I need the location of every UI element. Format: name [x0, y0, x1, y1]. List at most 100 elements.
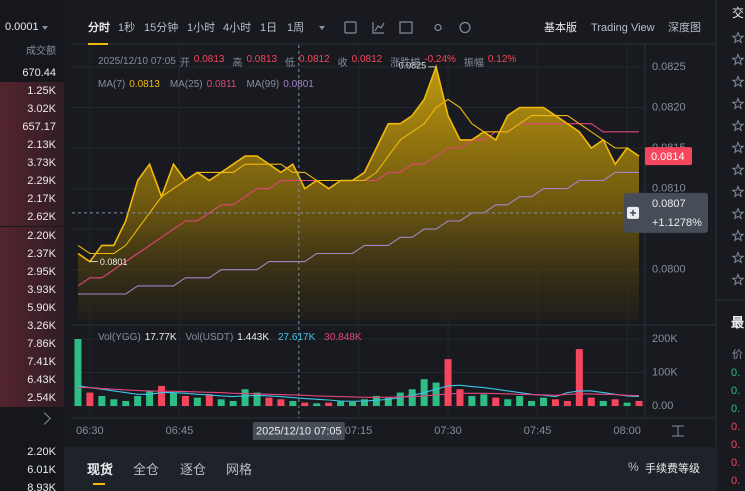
info-value: 0.0813 — [193, 53, 225, 65]
favorite-star[interactable] — [731, 97, 745, 110]
volume-bar — [229, 400, 237, 406]
volume-ma-line — [78, 387, 640, 398]
bottom-tab[interactable]: 逐仓 — [180, 462, 207, 477]
interval-tab[interactable]: 1日 — [260, 22, 278, 34]
volume-bar — [122, 400, 130, 406]
layout-icon[interactable] — [399, 21, 413, 34]
favorite-star[interactable] — [731, 185, 745, 198]
x-tick-label: 07:15 — [345, 425, 373, 437]
bottom-tab[interactable]: 现货 — [87, 462, 114, 477]
chevron[interactable] — [38, 412, 51, 425]
fee-level[interactable]: 手续费等级 — [645, 463, 700, 475]
volume-bar — [169, 392, 177, 406]
info-fields: 开 0.0813 高 0.0813 低 0.0812 收 0.0812 涨跌幅 -0.24% 振幅 0… — [180, 54, 520, 69]
favorite-star[interactable] — [731, 75, 745, 88]
last-price-tag — [645, 147, 692, 166]
x-tick-label: 06:45 — [166, 425, 194, 437]
volume-bar — [611, 399, 619, 406]
settings-icon[interactable] — [434, 23, 442, 32]
favorite-star[interactable] — [731, 163, 745, 176]
volume-bar — [492, 397, 500, 406]
volume-bar — [599, 400, 607, 406]
volume-bar — [528, 400, 536, 406]
favorite-star[interactable] — [731, 229, 745, 242]
info-value: 0.0812 — [351, 53, 383, 65]
bottom-bar — [64, 447, 716, 491]
favorite-star[interactable] — [731, 251, 745, 264]
toolbar-icons — [319, 21, 471, 34]
crosshair-add-button[interactable] — [627, 206, 639, 219]
trade-price: 0. — [731, 475, 741, 487]
info-value: 0.0813 — [246, 53, 278, 65]
view-tab[interactable]: 深度图 — [668, 22, 701, 34]
volume-bar — [158, 385, 166, 406]
volume-bar — [575, 349, 583, 406]
crosshair-x-tag — [252, 422, 345, 440]
volume-bar — [205, 394, 213, 406]
y2-tick-label: 100K — [652, 366, 678, 378]
interval-tab[interactable]: 1周 — [287, 22, 305, 34]
annotation-label: 0.0801 — [100, 257, 128, 267]
order-book-value: 8.93K — [27, 481, 56, 491]
y2-tick-label: 0.00 — [652, 400, 673, 412]
favorite-star[interactable] — [731, 31, 745, 44]
bottom-tab[interactable]: 全仓 — [133, 462, 160, 477]
volume-bar — [146, 390, 154, 406]
vol-ma-value: 27.617K — [278, 331, 316, 343]
info-date: 2025/12/10 07:05 — [98, 55, 176, 67]
interval-tab[interactable]: 15分钟 — [144, 22, 179, 34]
info-label: 高 — [232, 57, 243, 69]
volume-bar — [384, 397, 392, 406]
order-book: 0.0001 成交额 670.44 1.25K 3.02K 657.17 2.13K 3.… — [0, 0, 64, 491]
volume-bar — [432, 382, 440, 406]
order-book-value: 3.93K — [0, 280, 64, 299]
ma-line — [77, 98, 640, 255]
favorite-star[interactable] — [731, 207, 745, 220]
price-line — [77, 64, 640, 263]
volume-bar — [551, 399, 559, 406]
bottom-tab[interactable]: 网格 — [226, 462, 253, 477]
favorite-star[interactable] — [731, 273, 745, 286]
order-book-value: 2.20K — [0, 226, 64, 245]
view-tab[interactable]: 基本版 — [544, 22, 577, 34]
volume-bar — [265, 397, 273, 406]
vol-ma-value: 30.848K — [324, 331, 362, 343]
volume-bar — [587, 397, 595, 406]
info-label: 低 — [285, 57, 296, 69]
dropdown-icon[interactable] — [319, 26, 325, 30]
volume-bar — [372, 395, 380, 406]
crosshair-price: 0.0807 — [652, 198, 686, 210]
price-area — [77, 66, 640, 321]
calendar-icon[interactable] — [344, 21, 357, 34]
interval-tab[interactable]: 1小时 — [187, 22, 216, 34]
interval-tab[interactable]: 分时 — [88, 22, 110, 34]
crosshair-change: +1.1278% — [652, 217, 702, 229]
order-book-value: 7.86K — [0, 334, 64, 353]
expand-icon[interactable] — [672, 425, 684, 437]
precision[interactable]: 0.0001 — [5, 21, 39, 33]
trade-price: 0. — [731, 403, 741, 415]
alert-icon[interactable] — [459, 21, 471, 34]
view-tab[interactable]: Trading View — [591, 22, 655, 34]
trade-price: 0. — [731, 385, 741, 397]
volume-bar — [74, 339, 82, 406]
y2-tick-label: 200K — [652, 333, 678, 345]
interval-tab[interactable]: 4小时 — [223, 22, 252, 34]
indicator-icon[interactable] — [372, 22, 384, 34]
favorite-star[interactable] — [731, 119, 745, 132]
volume-bar — [480, 394, 488, 406]
right-column: 价 — [732, 349, 743, 361]
precision-select[interactable]: 0.0001 — [5, 21, 48, 33]
info-value: 0.12% — [487, 53, 517, 65]
volume-bar — [98, 395, 106, 406]
indicator-line[interactable] — [374, 22, 385, 32]
volume-bar — [134, 395, 142, 406]
order-book-value: 657.17 — [0, 118, 64, 137]
interval-tab[interactable]: 1秒 — [118, 22, 136, 34]
order-book-value: 2.13K — [0, 136, 64, 155]
info-label: 开 — [179, 57, 190, 69]
favorite-star[interactable] — [731, 141, 745, 154]
favorite-star[interactable] — [731, 53, 745, 66]
